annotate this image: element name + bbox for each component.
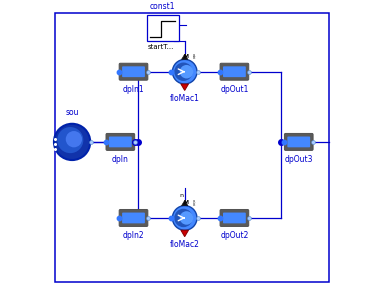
Circle shape — [57, 127, 83, 153]
Circle shape — [172, 206, 197, 230]
FancyBboxPatch shape — [122, 213, 145, 223]
FancyBboxPatch shape — [122, 66, 145, 77]
Text: M: M — [184, 200, 189, 205]
Text: R: R — [192, 54, 195, 58]
FancyBboxPatch shape — [106, 133, 135, 151]
Text: B: B — [192, 203, 195, 206]
FancyBboxPatch shape — [223, 213, 246, 223]
Text: startT...: startT... — [148, 44, 174, 50]
Polygon shape — [182, 201, 188, 206]
FancyBboxPatch shape — [119, 63, 148, 80]
Circle shape — [180, 211, 193, 225]
Circle shape — [180, 65, 193, 78]
Text: dpIn: dpIn — [112, 155, 129, 164]
Circle shape — [174, 63, 193, 81]
Text: dpIn1: dpIn1 — [123, 85, 144, 94]
Text: dpOut3: dpOut3 — [285, 155, 313, 164]
Circle shape — [66, 131, 82, 147]
Text: const1: const1 — [150, 2, 175, 11]
Circle shape — [174, 209, 193, 227]
FancyBboxPatch shape — [220, 63, 249, 80]
Text: dpOut2: dpOut2 — [220, 231, 248, 240]
Text: floMac1: floMac1 — [170, 93, 200, 103]
FancyBboxPatch shape — [223, 66, 246, 77]
Circle shape — [54, 124, 90, 160]
Polygon shape — [182, 54, 188, 59]
Polygon shape — [181, 84, 189, 91]
FancyBboxPatch shape — [119, 210, 148, 226]
Text: n: n — [179, 193, 184, 198]
Text: M: M — [184, 54, 189, 59]
Text: R: R — [192, 200, 195, 204]
Text: sou: sou — [65, 108, 79, 117]
Text: floMac2: floMac2 — [170, 240, 200, 249]
FancyBboxPatch shape — [285, 133, 313, 151]
Polygon shape — [181, 230, 189, 237]
FancyBboxPatch shape — [109, 136, 132, 147]
FancyBboxPatch shape — [220, 210, 249, 226]
Circle shape — [172, 59, 197, 84]
Text: dpIn2: dpIn2 — [123, 231, 144, 240]
Text: B: B — [192, 56, 195, 60]
Text: dpOut1: dpOut1 — [220, 85, 248, 94]
FancyBboxPatch shape — [147, 15, 179, 41]
FancyBboxPatch shape — [287, 136, 310, 147]
